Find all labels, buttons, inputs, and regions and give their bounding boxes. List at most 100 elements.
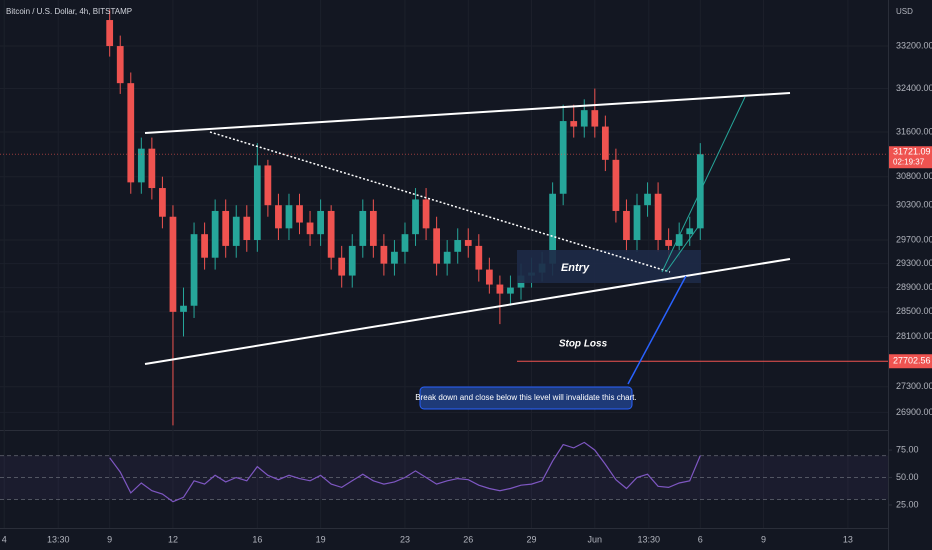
candle-body bbox=[116, 46, 124, 84]
candle-body bbox=[675, 234, 683, 246]
candles bbox=[0, 9, 888, 426]
rsi-tick-label: 25.00 bbox=[896, 499, 919, 509]
candle-body bbox=[401, 234, 409, 252]
countdown-label: 02:19:37 bbox=[893, 157, 925, 166]
candle-body bbox=[464, 240, 472, 246]
candle-body bbox=[148, 148, 156, 189]
stop-loss-label: Stop Loss bbox=[559, 339, 608, 350]
x-tick-label: 9 bbox=[107, 534, 112, 544]
candle-body bbox=[665, 240, 673, 246]
y-tick-label: 33200.00 bbox=[896, 40, 932, 50]
candle-body bbox=[549, 193, 557, 264]
candle-body bbox=[485, 269, 493, 285]
labels: 33200.00 32400.00 31600.00 30800.00 30300.00… bbox=[2, 40, 932, 544]
candle-body bbox=[391, 251, 398, 264]
x-tick-label: 13:30 bbox=[638, 534, 661, 544]
candle-body bbox=[296, 205, 303, 223]
candle-body bbox=[243, 216, 251, 241]
candle-body bbox=[338, 257, 346, 276]
x-tick-label: 26 bbox=[463, 534, 473, 544]
callout-box bbox=[419, 386, 633, 410]
last-price-tag bbox=[889, 146, 932, 169]
candle-body bbox=[369, 210, 377, 246]
x-tick-label: 16 bbox=[252, 534, 262, 544]
x-tick-label: 19 bbox=[316, 534, 326, 544]
candle-body bbox=[306, 222, 314, 235]
candle-body bbox=[222, 210, 230, 246]
candle-body bbox=[591, 110, 599, 127]
candle-body bbox=[190, 234, 198, 306]
last-price-label: 31721.09 bbox=[893, 147, 931, 157]
y-tick-label: 30800.00 bbox=[896, 171, 932, 181]
x-tick-label: 13:30 bbox=[47, 534, 70, 544]
candle-body bbox=[159, 188, 166, 217]
candle-body bbox=[348, 245, 356, 276]
entry-label: Entry bbox=[561, 262, 590, 274]
x-tick-label: Jun bbox=[588, 534, 603, 544]
upper-trendline bbox=[144, 92, 791, 134]
y-tick-label: 29700.00 bbox=[896, 234, 932, 244]
candle-body bbox=[127, 83, 135, 183]
candle-body bbox=[644, 193, 651, 206]
candle-body bbox=[422, 199, 430, 229]
candle-body bbox=[232, 216, 240, 246]
stop-loss-price: 27702.56 bbox=[893, 356, 931, 366]
dotted-trendline bbox=[209, 131, 671, 273]
candle-body bbox=[327, 210, 335, 258]
candle-body bbox=[601, 126, 609, 160]
candle-body bbox=[612, 159, 620, 211]
y-tick-label: 29300.00 bbox=[896, 258, 932, 268]
candle-body bbox=[433, 228, 440, 264]
candle-body bbox=[285, 205, 293, 229]
candle-body bbox=[559, 121, 567, 194]
rsi-tick-label: 75.00 bbox=[896, 444, 919, 454]
rsi-tick-label: 50.00 bbox=[896, 472, 919, 482]
x-tick-label: 23 bbox=[400, 534, 410, 544]
lower-trendline bbox=[144, 258, 791, 365]
projection-arrow bbox=[661, 96, 746, 273]
chart-title: Bitcoin / U.S. Dollar, 4h, BITSTAMP bbox=[6, 7, 132, 16]
currency-label: USD bbox=[896, 7, 913, 16]
candle-body bbox=[686, 228, 694, 235]
candle-body bbox=[380, 245, 388, 264]
rsi-panel bbox=[0, 441, 892, 506]
candle-body bbox=[359, 210, 367, 246]
y-tick-label: 27300.00 bbox=[896, 381, 932, 391]
candle-body bbox=[264, 165, 272, 206]
y-tick-label: 28900.00 bbox=[896, 282, 932, 292]
y-tick-label: 26900.00 bbox=[896, 407, 932, 417]
callout-pointer bbox=[627, 275, 687, 385]
candle-body bbox=[106, 20, 114, 47]
projection-arrow bbox=[665, 219, 704, 273]
candle-body bbox=[496, 284, 504, 294]
x-tick-label: 13 bbox=[843, 534, 853, 544]
candle-body bbox=[412, 199, 419, 235]
x-tick-label: 4 bbox=[2, 534, 7, 544]
x-tick-label: 29 bbox=[527, 534, 537, 544]
candle-body bbox=[475, 245, 483, 270]
y-tick-label: 28500.00 bbox=[896, 306, 932, 316]
callout-text: Break down and close below this level wi… bbox=[415, 393, 636, 402]
rsi-line bbox=[109, 441, 701, 503]
stop-loss-tag bbox=[889, 354, 932, 369]
candle-body bbox=[633, 205, 641, 241]
x-tick-label: 9 bbox=[761, 534, 766, 544]
x-tick-label: 6 bbox=[698, 534, 703, 544]
candle-body bbox=[253, 165, 261, 241]
candle-body bbox=[570, 121, 578, 127]
candle-body bbox=[211, 210, 219, 258]
y-tick-label: 28100.00 bbox=[896, 331, 932, 341]
candle-body bbox=[454, 240, 462, 252]
y-tick-label: 31600.00 bbox=[896, 126, 932, 136]
candle-body bbox=[137, 148, 145, 183]
candle-body bbox=[623, 210, 630, 241]
candle-body bbox=[180, 305, 187, 312]
y-tick-label: 30300.00 bbox=[896, 200, 932, 210]
candle-body bbox=[317, 210, 324, 235]
candle-body bbox=[654, 193, 662, 241]
candle-body bbox=[201, 234, 208, 258]
candle-body bbox=[443, 251, 451, 264]
